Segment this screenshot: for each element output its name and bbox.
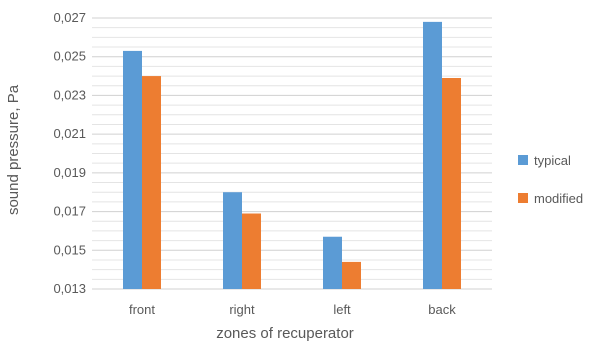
legend-label-modified: modified: [534, 190, 584, 206]
legend-item-typical: typical: [518, 150, 583, 170]
bar-modified-right: [242, 213, 261, 289]
bar-typical-back: [423, 21, 442, 289]
y-axis-ticks: 0,013 0,015 0,017 0,019 0,021 0,023 0,025 0,027: [53, 10, 86, 296]
legend-item-modified: modified: [518, 188, 583, 208]
y-axis-title: sound pressure, Pa: [5, 84, 22, 215]
bar-typical-right: [223, 192, 242, 289]
y-tick-label: 0,015: [53, 242, 86, 257]
y-tick-label: 0,021: [53, 126, 86, 141]
bar-typical-front: [123, 50, 142, 290]
y-tick-label: 0,027: [53, 10, 86, 25]
x-tick-label: left: [333, 302, 351, 317]
legend-label-typical: typical: [534, 152, 571, 168]
bars: [123, 21, 461, 290]
y-tick-label: 0,013: [53, 281, 86, 296]
y-tick-label: 0,017: [53, 204, 86, 219]
y-tick-label: 0,019: [53, 165, 86, 180]
bar-modified-back: [442, 78, 461, 289]
x-tick-label: right: [229, 302, 255, 317]
x-tick-label: front: [129, 302, 155, 317]
bar-modified-left: [342, 261, 361, 289]
bar-typical-left: [323, 236, 342, 289]
legend: typical modified: [518, 150, 583, 226]
x-axis-ticks: front right left back: [129, 302, 456, 317]
legend-swatch-modified: [518, 193, 528, 203]
y-tick-label: 0,023: [53, 87, 86, 102]
bar-modified-front: [142, 76, 161, 289]
y-tick-label: 0,025: [53, 49, 86, 64]
legend-swatch-typical: [518, 155, 528, 165]
x-tick-label: back: [428, 302, 456, 317]
x-axis-title: zones of recuperator: [216, 325, 354, 342]
